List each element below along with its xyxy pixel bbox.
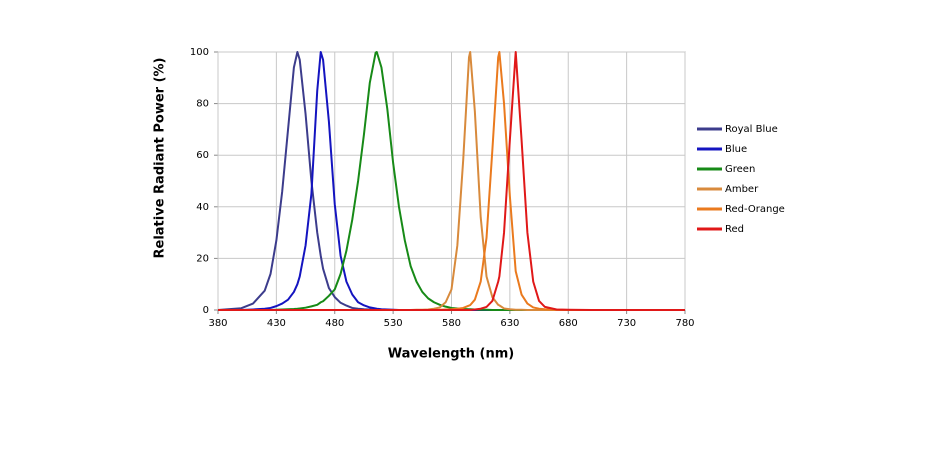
x-tick-label: 430: [267, 318, 286, 329]
x-tick-label: 630: [500, 318, 519, 329]
y-tick-label: 60: [196, 150, 209, 161]
legend-label: Royal Blue: [725, 124, 778, 135]
x-tick-label: 530: [384, 318, 403, 329]
x-tick-label: 680: [559, 318, 578, 329]
y-tick-label: 100: [190, 47, 209, 58]
x-tick-label: 730: [617, 318, 636, 329]
legend-label: Red-Orange: [725, 204, 785, 215]
y-tick-label: 20: [196, 253, 209, 264]
y-tick-label: 0: [203, 305, 209, 316]
y-tick-label: 40: [196, 202, 209, 213]
x-tick-label: 380: [208, 318, 227, 329]
x-axis-label: Wavelength (nm): [388, 347, 514, 362]
legend-label: Green: [725, 164, 755, 175]
x-tick-label: 580: [442, 318, 461, 329]
x-tick-label: 780: [675, 318, 694, 329]
legend-label: Blue: [725, 144, 747, 155]
series-line: [218, 51, 685, 311]
y-axis-label: Relative Radiant Power (%): [153, 58, 168, 259]
legend-label: Red: [725, 224, 744, 235]
legend-label: Amber: [725, 184, 759, 195]
y-tick-label: 80: [196, 99, 209, 110]
x-tick-label: 480: [325, 318, 344, 329]
